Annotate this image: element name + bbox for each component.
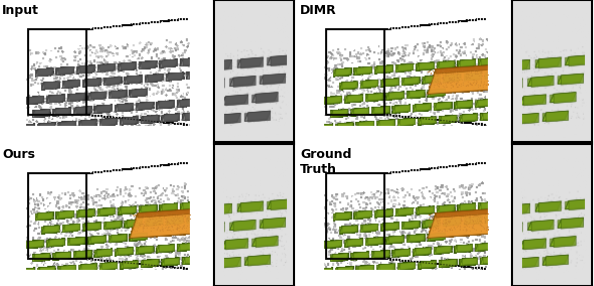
Text: Ground
Truth: Ground Truth [300,148,352,176]
Text: DIMR: DIMR [300,4,337,17]
Text: Input: Input [2,4,39,17]
Text: Ours: Ours [2,148,35,161]
